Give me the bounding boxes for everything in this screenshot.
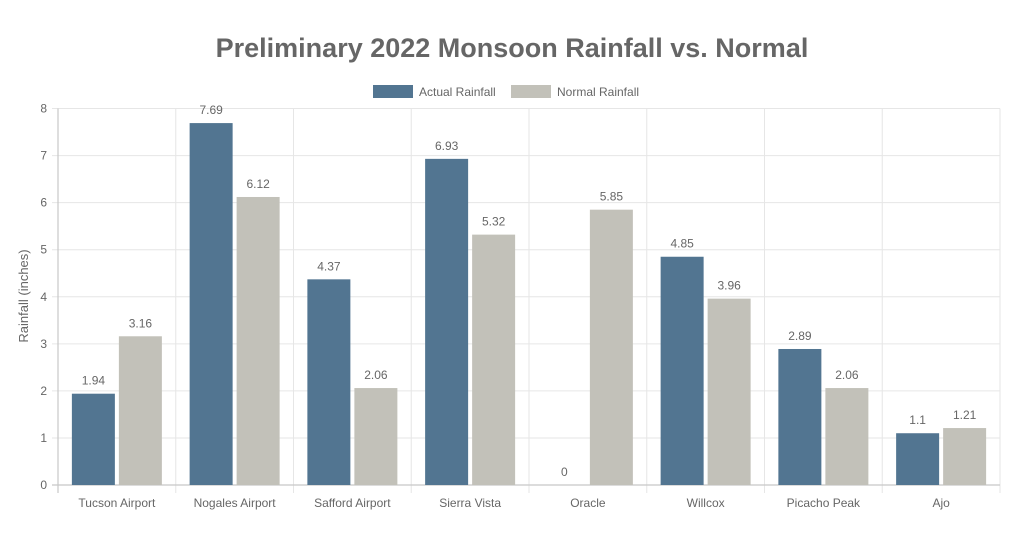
x-tick-label: Safford Airport (314, 496, 391, 510)
y-tick-label: 4 (40, 290, 47, 304)
data-label-actual: 6.93 (435, 139, 459, 153)
data-label-actual: 1.94 (82, 374, 106, 388)
y-axis-ticks: 0 1 2 3 4 5 6 7 8 (40, 102, 47, 493)
bar-actual (660, 256, 704, 485)
bar-normal (589, 209, 633, 485)
data-label-actual: 2.89 (788, 329, 812, 343)
data-label-normal: 6.12 (246, 177, 270, 191)
data-label-normal: 3.16 (129, 316, 153, 330)
data-label-normal: 5.85 (600, 190, 624, 204)
bar-actual (307, 279, 351, 485)
x-tick-label: Oracle (570, 496, 606, 510)
bar-actual (778, 348, 822, 485)
bar-normal (825, 388, 869, 485)
bars (71, 123, 987, 486)
data-label-actual: 0 (561, 465, 568, 479)
y-tick-label: 5 (40, 243, 47, 257)
legend-label-normal: Normal Rainfall (557, 85, 639, 99)
bar-actual (425, 158, 469, 485)
bar-actual (189, 123, 233, 485)
legend-swatch-normal (511, 85, 551, 98)
data-label-normal: 3.96 (717, 279, 741, 293)
y-tick-label: 0 (40, 478, 47, 492)
y-tick-label: 8 (40, 102, 47, 116)
legend-item-normal[interactable]: Normal Rainfall (511, 85, 639, 99)
x-tick-label: Sierra Vista (439, 496, 501, 510)
y-axis-label: Rainfall (inches) (16, 249, 31, 342)
data-label-actual: 7.69 (199, 103, 223, 117)
bar-normal (472, 234, 516, 485)
data-label-normal: 1.21 (953, 408, 977, 422)
data-label-normal: 5.32 (482, 215, 506, 229)
x-tick-label: Ajo (932, 496, 950, 510)
x-tick-label: Tucson Airport (78, 496, 156, 510)
data-label-actual: 1.1 (909, 413, 926, 427)
bar-normal (354, 388, 398, 485)
x-tick-label: Willcox (687, 496, 725, 510)
bar-normal (707, 298, 751, 485)
y-tick-label: 6 (40, 196, 47, 210)
y-tick-label: 3 (40, 337, 47, 351)
data-labels: 1.94 7.69 4.37 6.93 0 4.85 2.89 1.1 3.16 6.12 2.06… (82, 103, 977, 479)
y-tick-label: 1 (40, 431, 47, 445)
legend: Actual Rainfall Normal Rainfall (373, 85, 639, 99)
data-label-normal: 2.06 (364, 368, 388, 382)
legend-swatch-actual (373, 85, 413, 98)
y-tick-label: 7 (40, 149, 47, 163)
bar-actual (896, 433, 940, 485)
legend-item-actual[interactable]: Actual Rainfall (373, 85, 496, 99)
x-axis-ticks: Tucson Airport Nogales Airport Safford Air… (78, 496, 950, 510)
data-label-actual: 4.37 (317, 259, 341, 273)
data-label-actual: 4.85 (670, 237, 694, 251)
bar-normal (943, 428, 987, 485)
chart-title: Preliminary 2022 Monsoon Rainfall vs. No… (216, 33, 809, 63)
bar-actual (71, 393, 115, 485)
x-tick-label: Picacho Peak (787, 496, 861, 510)
x-tick-label: Nogales Airport (194, 496, 277, 510)
bar-normal (236, 196, 280, 486)
data-label-normal: 2.06 (835, 368, 859, 382)
bar-normal (118, 336, 162, 485)
legend-label-actual: Actual Rainfall (419, 85, 496, 99)
y-tick-label: 2 (40, 384, 47, 398)
